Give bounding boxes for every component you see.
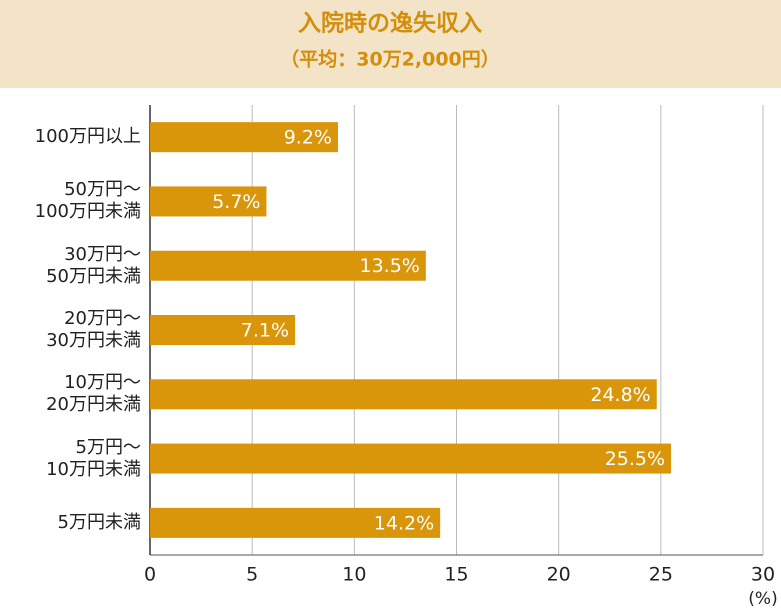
x-tick-label: 15	[444, 564, 468, 586]
value-label: 5.7%	[212, 191, 260, 213]
bar	[150, 507, 441, 538]
bar	[150, 122, 338, 153]
x-tick-label: 20	[547, 564, 571, 586]
value-label: 14.2%	[374, 512, 434, 534]
bar	[150, 379, 657, 410]
value-label: 13.5%	[359, 255, 419, 277]
value-label: 9.2%	[284, 127, 332, 149]
chart-title: 入院時の逸失収入	[298, 10, 482, 37]
x-tick-label: 0	[144, 564, 156, 586]
y-tick-label: 5万円～ 10万円未満	[46, 436, 141, 480]
x-axis-unit: (%)	[748, 589, 777, 609]
x-tick-label: 5	[246, 564, 258, 586]
y-tick-label: 20万円～ 30万円未満	[46, 308, 141, 351]
x-tick-label: 25	[649, 564, 673, 586]
bar	[150, 315, 296, 345]
y-tick-label: 5万円未満	[57, 511, 141, 533]
x-tick-label: 30	[751, 564, 775, 586]
bar	[150, 443, 672, 474]
value-label: 24.8%	[590, 384, 650, 406]
value-label: 25.5%	[605, 448, 665, 470]
bar	[150, 250, 426, 281]
y-tick-label: 10万円～ 20万円未満	[46, 372, 141, 416]
x-tick-label: 10	[342, 564, 366, 586]
chart-subtitle: （平均：30万2,000円）	[280, 48, 500, 71]
bar	[150, 186, 267, 217]
y-tick-label: 100万円以上	[34, 126, 141, 148]
y-tick-label: 50万円～ 100万円未満	[34, 179, 141, 223]
title-band	[0, 0, 781, 88]
value-label: 7.1%	[241, 320, 289, 342]
y-tick-label: 30万円～ 50万円未満	[46, 243, 141, 287]
